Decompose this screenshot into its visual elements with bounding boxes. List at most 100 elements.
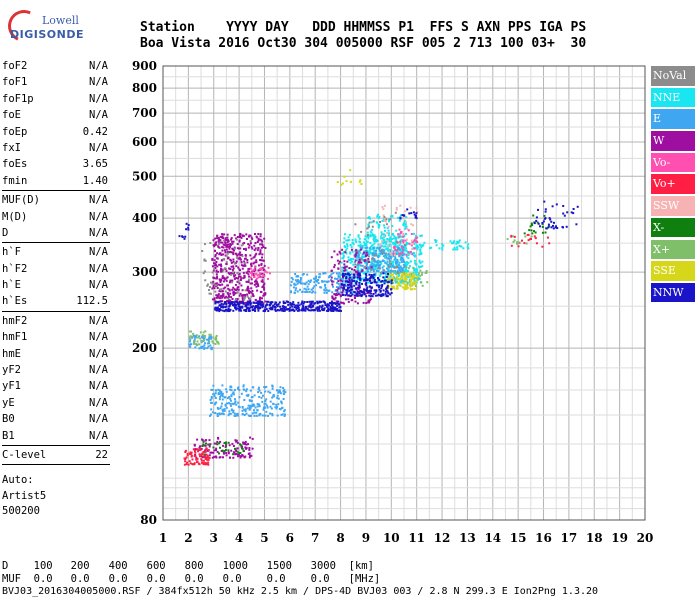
data-point (233, 288, 236, 291)
data-point (382, 293, 384, 296)
data-point (337, 262, 340, 265)
data-point (398, 264, 400, 267)
data-point (249, 240, 252, 242)
data-point (275, 301, 278, 304)
data-point (204, 335, 207, 337)
data-point (388, 220, 390, 223)
data-point (396, 277, 399, 280)
param-row-hmf2: hmF2 N/A (2, 313, 110, 329)
data-point (231, 392, 234, 395)
data-point (289, 301, 292, 304)
data-point (346, 260, 349, 263)
data-point (385, 255, 388, 258)
data-point (336, 289, 339, 292)
data-point (389, 236, 392, 239)
data-point (353, 269, 356, 271)
data-point (343, 175, 346, 178)
data-point (223, 408, 226, 411)
param-row-muf-d-: MUF(D) N/A (2, 192, 110, 208)
data-point (260, 280, 263, 283)
data-point (408, 242, 411, 245)
data-point (249, 306, 252, 309)
data-point (292, 301, 295, 304)
data-point (419, 274, 422, 277)
data-point (407, 257, 410, 260)
data-point (370, 264, 373, 267)
data-point (299, 278, 302, 281)
data-point (294, 279, 297, 282)
data-point (361, 246, 364, 249)
data-point (403, 222, 406, 225)
data-point (562, 226, 564, 229)
data-point (262, 408, 265, 411)
data-point (345, 180, 348, 183)
data-point (199, 455, 201, 458)
data-point (402, 235, 405, 238)
data-point (232, 286, 235, 289)
legend-item-w: W (651, 131, 695, 151)
data-point (241, 294, 244, 297)
data-point (302, 309, 305, 312)
data-point (331, 291, 334, 294)
data-point (288, 309, 291, 312)
hdr-label-ps: PS (570, 20, 587, 35)
data-point (214, 343, 217, 345)
data-point (242, 302, 245, 305)
data-point (404, 223, 407, 226)
data-point (521, 239, 523, 242)
data-point (310, 288, 313, 291)
data-point (213, 393, 216, 396)
data-point (357, 235, 360, 238)
data-point (244, 304, 247, 307)
data-point (370, 274, 373, 276)
data-point (419, 248, 422, 251)
data-point (383, 279, 386, 282)
data-point (344, 251, 347, 254)
data-point (467, 247, 470, 250)
data-point (342, 254, 345, 257)
data-point (339, 284, 342, 287)
data-point (247, 280, 250, 283)
data-point (232, 240, 235, 243)
data-point (236, 291, 239, 294)
data-point (359, 241, 362, 244)
data-point (400, 230, 403, 233)
data-point (226, 252, 229, 255)
data-point (398, 271, 401, 274)
data-point (404, 227, 407, 230)
data-point (250, 271, 253, 274)
data-point (243, 399, 246, 401)
data-point (387, 266, 390, 269)
data-point (375, 254, 378, 257)
data-point (244, 247, 247, 250)
data-point (384, 220, 387, 223)
data-point (214, 237, 217, 240)
data-point (216, 307, 218, 310)
data-point (389, 265, 391, 268)
data-point (365, 259, 368, 262)
data-point (273, 305, 276, 308)
data-point (543, 200, 546, 203)
data-point (254, 280, 256, 283)
data-point (341, 269, 344, 272)
data-point (282, 398, 285, 400)
data-point (394, 211, 397, 214)
data-point (382, 245, 385, 248)
data-point (224, 446, 227, 448)
data-point (188, 343, 191, 346)
data-point (379, 243, 382, 246)
data-point (208, 333, 211, 336)
data-point (227, 245, 230, 248)
data-point (370, 266, 373, 269)
data-point (235, 238, 238, 241)
data-point (238, 282, 241, 285)
data-point (213, 245, 216, 248)
param-value: N/A (89, 396, 108, 409)
data-point (406, 227, 409, 230)
data-point (259, 275, 262, 278)
data-point (359, 274, 361, 277)
data-point (234, 283, 237, 286)
data-point (226, 291, 229, 294)
data-point (527, 239, 530, 242)
